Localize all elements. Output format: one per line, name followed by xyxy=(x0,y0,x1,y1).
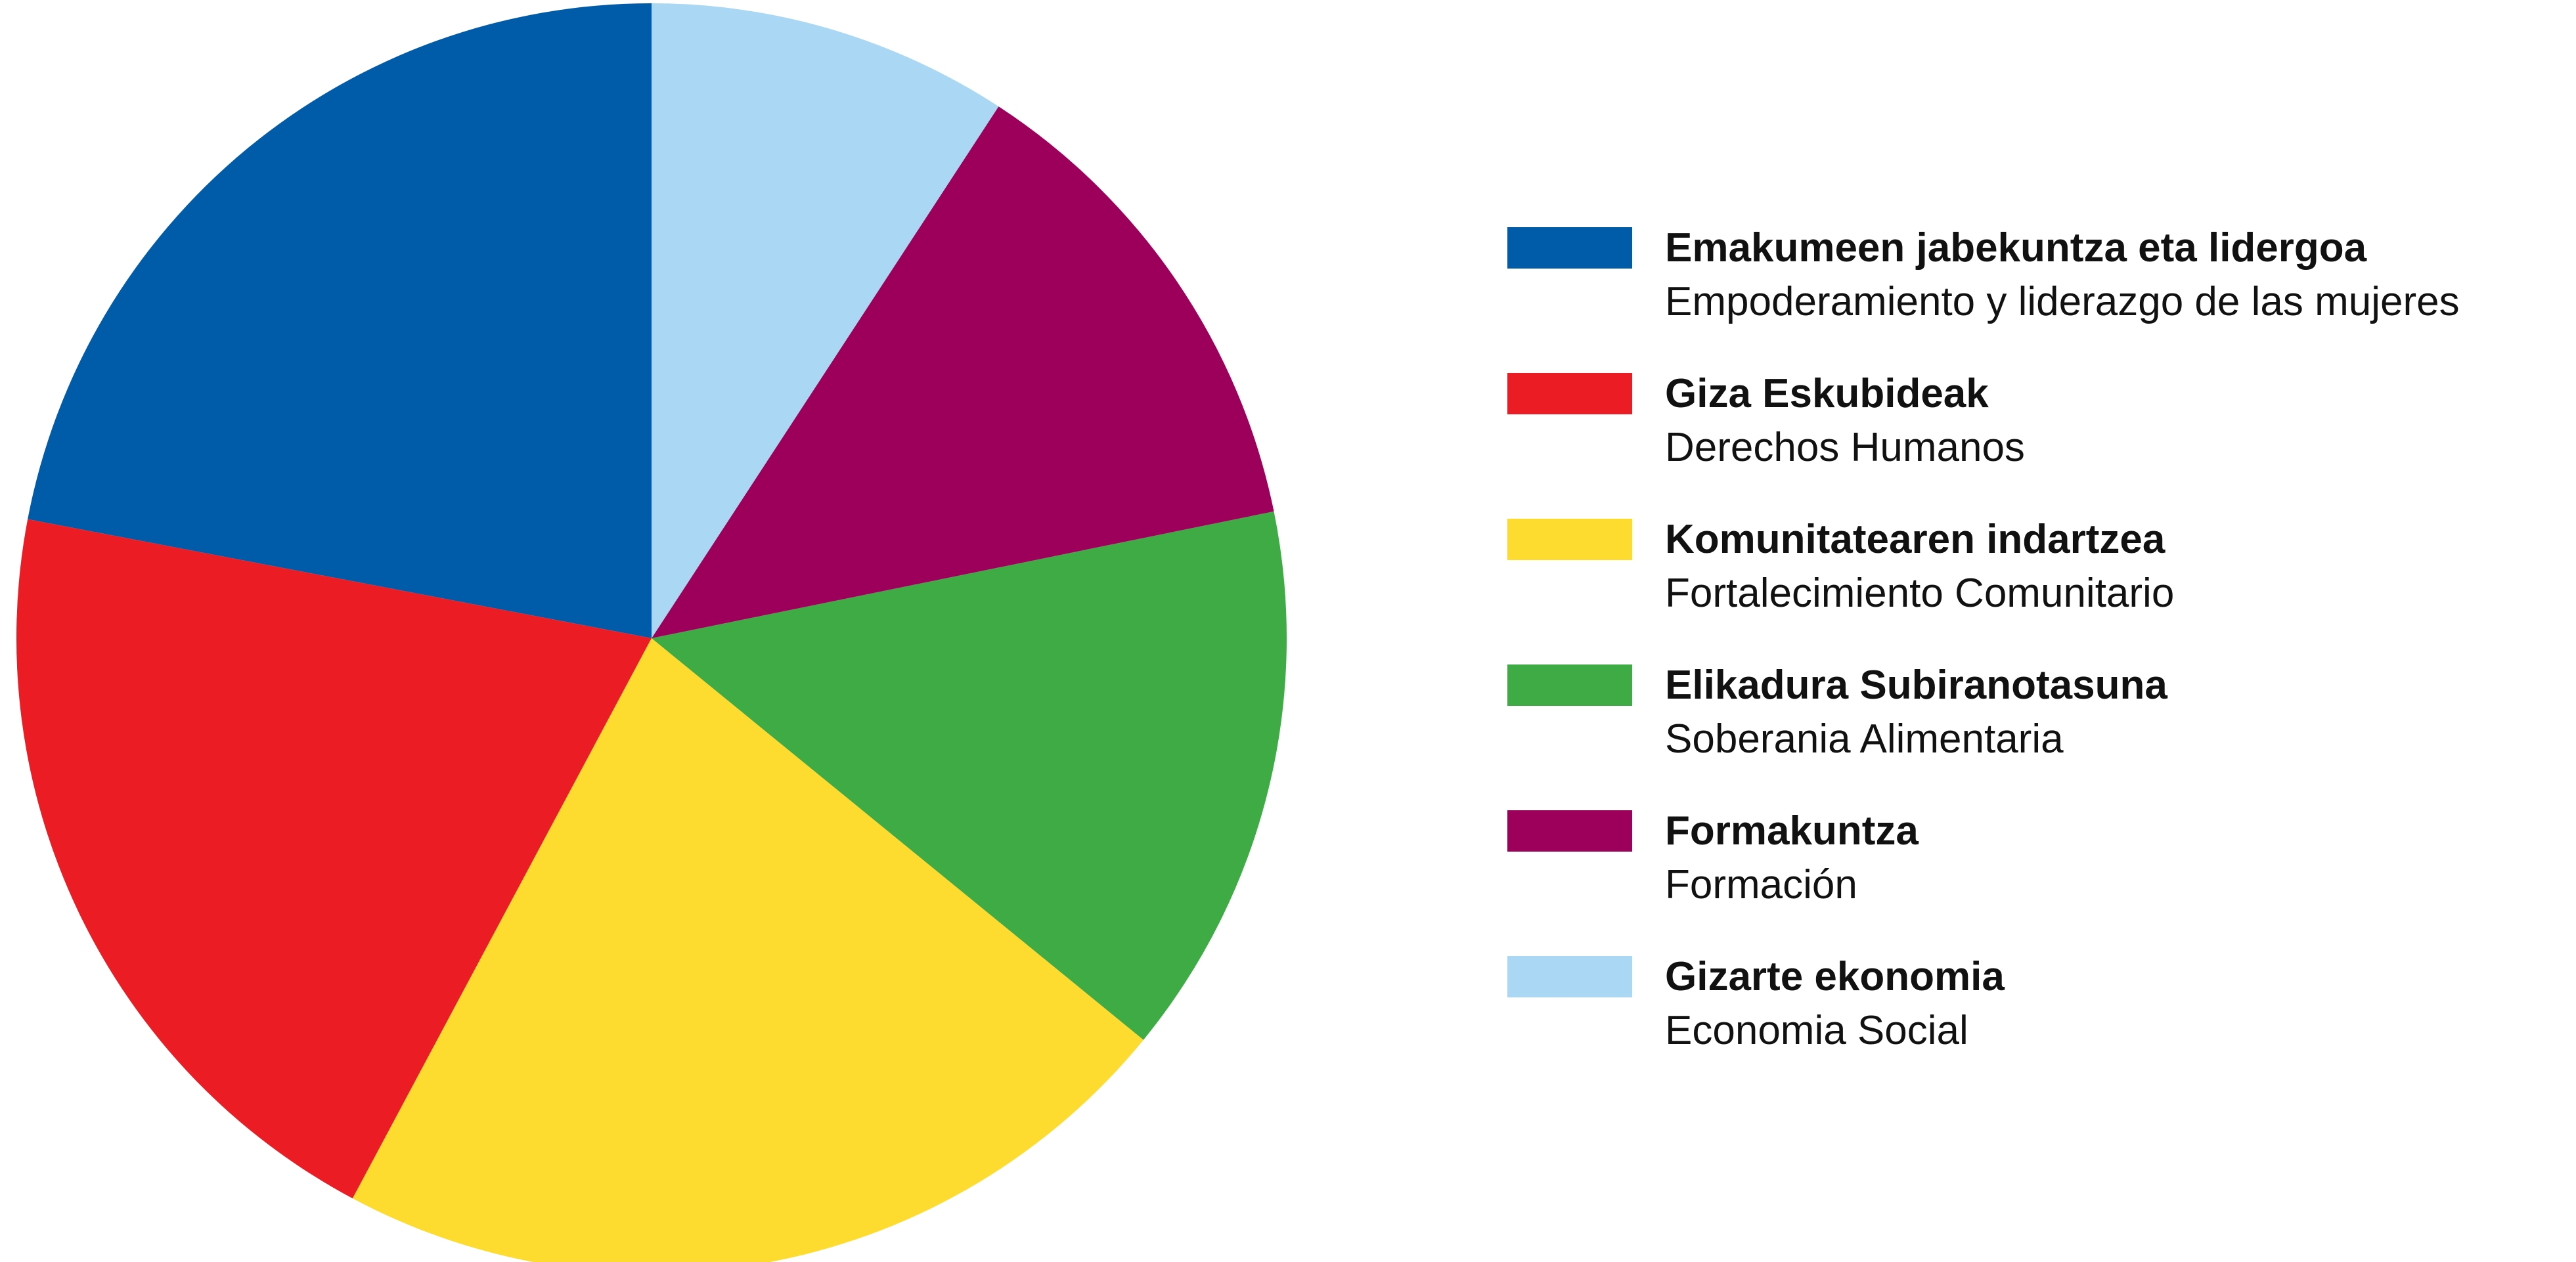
legend-translation: Soberania Alimentaria xyxy=(1665,716,2064,762)
pie-slice xyxy=(652,106,1274,639)
legend-label: Formakuntza xyxy=(1665,808,1919,854)
pie-slice xyxy=(28,3,652,638)
legend-translation: Economia Social xyxy=(1665,1008,1968,1053)
pie-slice xyxy=(652,511,1287,1040)
legend-swatch xyxy=(1507,373,1632,414)
legend-translation: Derechos Humanos xyxy=(1665,425,2025,470)
legend-translation: Fortalecimiento Comunitario xyxy=(1665,571,2174,616)
pie-slice xyxy=(652,3,999,638)
legend-label: Gizarte ekonomia xyxy=(1665,954,2005,999)
pie-slice xyxy=(16,519,652,1199)
legend-label: Giza Eskubideak xyxy=(1665,371,1989,416)
legend-swatch xyxy=(1507,810,1632,852)
legend-swatch xyxy=(1507,227,1632,269)
legend-swatch xyxy=(1507,956,1632,997)
legend-swatch xyxy=(1507,519,1632,560)
legend-translation: Formación xyxy=(1665,862,1857,907)
legend-swatch xyxy=(1507,664,1632,706)
legend-label: Elikadura Subiranotasuna xyxy=(1665,663,2167,708)
legend-label: Komunitatearen indartzea xyxy=(1665,517,2165,562)
legend-translation: Empoderamiento y liderazgo de las mujere… xyxy=(1665,279,2460,324)
pie-slice xyxy=(352,638,1144,1262)
legend-label: Emakumeen jabekuntza eta lidergoa xyxy=(1665,225,2367,271)
